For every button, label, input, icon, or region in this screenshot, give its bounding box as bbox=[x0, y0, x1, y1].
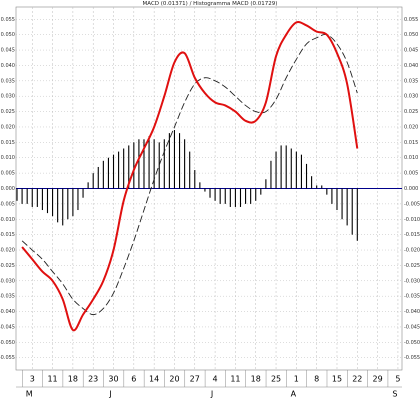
y-tick-label: 0.000 bbox=[1, 186, 15, 192]
y-tick-label: 0.045 bbox=[1, 48, 15, 54]
y-tick-label: -0.025 bbox=[404, 263, 420, 269]
x-tick-label: 20 bbox=[169, 375, 179, 384]
x-tick-label: 25 bbox=[271, 375, 281, 384]
x-tick-label: 6 bbox=[131, 375, 136, 384]
y-tick-label: -0.020 bbox=[404, 248, 420, 254]
y-tick-label: 0.050 bbox=[1, 32, 15, 38]
y-tick-label: -0.025 bbox=[0, 263, 15, 269]
y-tick-label: 0.030 bbox=[1, 94, 15, 100]
signal-line bbox=[21, 34, 358, 316]
y-tick-label: -0.045 bbox=[404, 324, 420, 330]
y-tick-label: -0.040 bbox=[404, 309, 420, 315]
y-tick-label: 0.025 bbox=[1, 109, 15, 115]
y-tick-label: 0.025 bbox=[404, 109, 418, 115]
y-tick-label: 0.045 bbox=[404, 48, 418, 54]
y-tick-label: -0.010 bbox=[0, 217, 15, 223]
x-tick-label: 4 bbox=[213, 375, 218, 384]
y-tick-label: 0.005 bbox=[404, 171, 418, 177]
y-tick-label: 0.040 bbox=[1, 63, 15, 69]
x-tick-label: 15 bbox=[332, 375, 342, 384]
x-tick-label: 1 bbox=[294, 375, 299, 384]
y-tick-label: 0.015 bbox=[404, 140, 418, 146]
x-group-label: A bbox=[291, 390, 297, 399]
y-tick-label: -0.005 bbox=[0, 201, 15, 207]
y-tick-label: 0.035 bbox=[1, 78, 15, 84]
x-tick-label: 11 bbox=[47, 375, 57, 384]
y-tick-label: -0.015 bbox=[404, 232, 420, 238]
y-tick-label: 0.055 bbox=[1, 17, 15, 23]
y-tick-label: 0.055 bbox=[404, 17, 418, 23]
y-tick-label: -0.030 bbox=[404, 278, 420, 284]
x-group-label: J bbox=[210, 390, 213, 399]
x-tick-label: 27 bbox=[190, 375, 200, 384]
y-tick-label: 0.040 bbox=[404, 63, 418, 69]
x-tick-label: 8 bbox=[314, 375, 319, 384]
y-tick-label: -0.050 bbox=[404, 340, 420, 346]
y-tick-label: 0.050 bbox=[404, 32, 418, 38]
y-tick-label: 0.005 bbox=[1, 171, 15, 177]
x-tick-label: 18 bbox=[68, 375, 78, 384]
y-tick-label: -0.055 bbox=[404, 355, 420, 361]
x-group-label: J bbox=[108, 390, 111, 399]
y-tick-label: -0.045 bbox=[0, 324, 15, 330]
x-group-label: S bbox=[392, 390, 397, 399]
x-tick-label: 30 bbox=[108, 375, 118, 384]
chart-title: MACD (0.01371) / Histogramma MACD (0.017… bbox=[143, 1, 278, 7]
y-tick-label: 0.035 bbox=[404, 78, 418, 84]
y-tick-label: -0.015 bbox=[0, 232, 15, 238]
y-tick-label: -0.005 bbox=[404, 201, 420, 207]
y-tick-label: 0.020 bbox=[1, 124, 15, 130]
x-tick-label: 5 bbox=[395, 375, 400, 384]
y-tick-label: -0.035 bbox=[404, 294, 420, 300]
y-tick-label: -0.030 bbox=[0, 278, 15, 284]
y-tick-label: 0.030 bbox=[404, 94, 418, 100]
y-tick-label: 0.010 bbox=[1, 155, 15, 161]
x-tick-label: 23 bbox=[88, 375, 98, 384]
x-tick-label: 29 bbox=[373, 375, 383, 384]
y-tick-label: -0.040 bbox=[0, 309, 15, 315]
y-tick-label: -0.010 bbox=[404, 217, 420, 223]
x-tick-label: 11 bbox=[230, 375, 240, 384]
x-tick-label: 3 bbox=[30, 375, 35, 384]
y-tick-label: 0.015 bbox=[1, 140, 15, 146]
macd-line bbox=[21, 20, 359, 332]
y-tick-label: 0.020 bbox=[404, 124, 418, 130]
y-tick-label: 0.010 bbox=[404, 155, 418, 161]
y-tick-label: 0.000 bbox=[404, 186, 418, 192]
x-tick-label: 18 bbox=[251, 375, 261, 384]
x-tick-label: 14 bbox=[149, 375, 159, 384]
x-tick-label: 22 bbox=[352, 375, 362, 384]
y-tick-label: -0.035 bbox=[0, 294, 15, 300]
y-tick-label: -0.055 bbox=[0, 355, 15, 361]
x-group-label: M bbox=[26, 390, 33, 399]
y-tick-label: -0.050 bbox=[0, 340, 15, 346]
y-tick-label: -0.020 bbox=[0, 248, 15, 254]
